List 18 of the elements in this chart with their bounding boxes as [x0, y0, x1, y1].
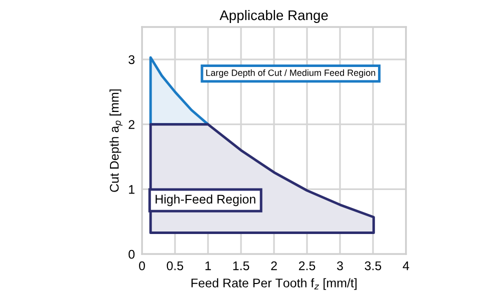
x-tick-label: 1.5 [233, 262, 250, 270]
x-tick-label: 4 [402, 262, 410, 270]
x-tick-label: 3.5 [364, 261, 382, 270]
y-tick-label: 0 [128, 250, 135, 259]
x-tick-label: 3 [337, 261, 343, 270]
x-tick-label: 0.5 [166, 261, 184, 270]
annotation: High-Feed Region [156, 194, 256, 206]
x-tick-label: 1 [205, 262, 211, 270]
y-axis-title: Cut Depth a$_{p}$ [mm] [110, 89, 122, 192]
annotation: Large Depth of Cut / Medium Feed Region [206, 69, 376, 78]
y-tick-label: 2 [128, 120, 134, 129]
chart-title: Applicable Range [220, 10, 328, 23]
x-axis-title: Feed Rate Per Tooth f$_{z}$ [mm/t] [192, 278, 357, 290]
y-tick-label: 3 [128, 55, 135, 64]
y-tick-label: 1 [129, 185, 134, 194]
x-tick-label: 0 [139, 261, 145, 270]
x-tick-label: 2.5 [298, 261, 316, 270]
x-tick-label: 2 [271, 261, 277, 270]
